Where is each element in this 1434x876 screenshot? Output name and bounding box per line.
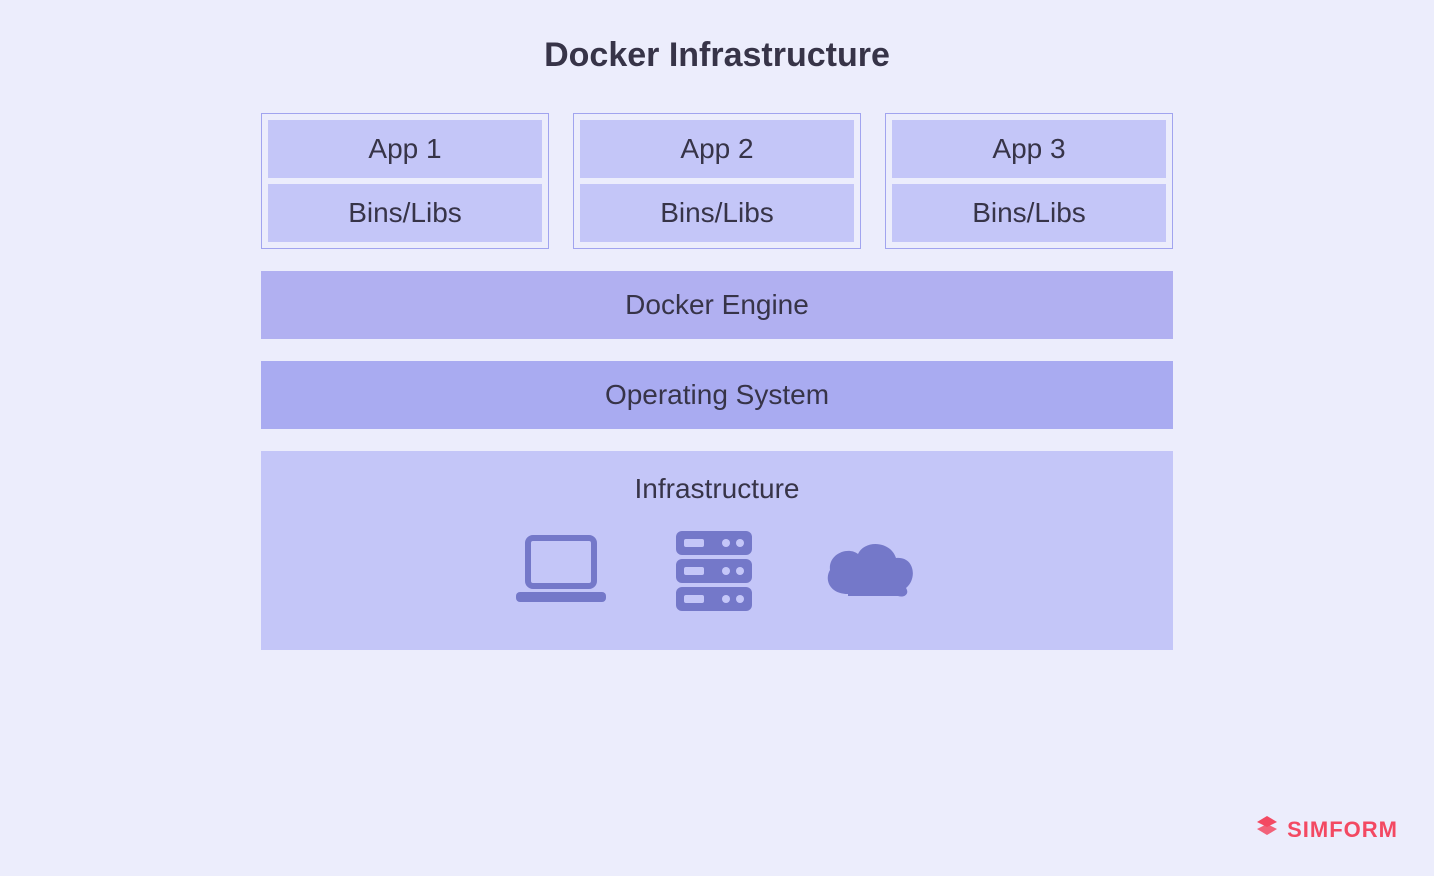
cloud-icon: [818, 536, 922, 613]
diagram-canvas: Docker Infrastructure App 1 Bins/Libs Ap…: [0, 0, 1434, 876]
app-cell: App 3: [892, 120, 1166, 178]
brand-logo: SIMFORM: [1253, 812, 1398, 848]
server-icon: [670, 527, 758, 622]
infrastructure-icons: [512, 527, 922, 622]
docker-engine-layer: Docker Engine: [261, 271, 1173, 339]
laptop-icon: [512, 532, 610, 617]
app-cell: App 1: [268, 120, 542, 178]
container-box-1: App 1 Bins/Libs: [261, 113, 549, 249]
app-cell: App 2: [580, 120, 854, 178]
infrastructure-label: Infrastructure: [635, 473, 800, 505]
brand-mark-icon: [1253, 812, 1281, 848]
infrastructure-layer: Infrastructure: [261, 451, 1173, 650]
diagram-title: Docker Infrastructure: [0, 0, 1434, 83]
operating-system-layer: Operating System: [261, 361, 1173, 429]
libs-cell: Bins/Libs: [580, 184, 854, 242]
containers-row: App 1 Bins/Libs App 2 Bins/Libs App 3 Bi…: [261, 113, 1173, 249]
brand-name: SIMFORM: [1287, 817, 1398, 843]
diagram-stack: App 1 Bins/Libs App 2 Bins/Libs App 3 Bi…: [261, 83, 1173, 650]
container-box-3: App 3 Bins/Libs: [885, 113, 1173, 249]
libs-cell: Bins/Libs: [892, 184, 1166, 242]
container-box-2: App 2 Bins/Libs: [573, 113, 861, 249]
libs-cell: Bins/Libs: [268, 184, 542, 242]
